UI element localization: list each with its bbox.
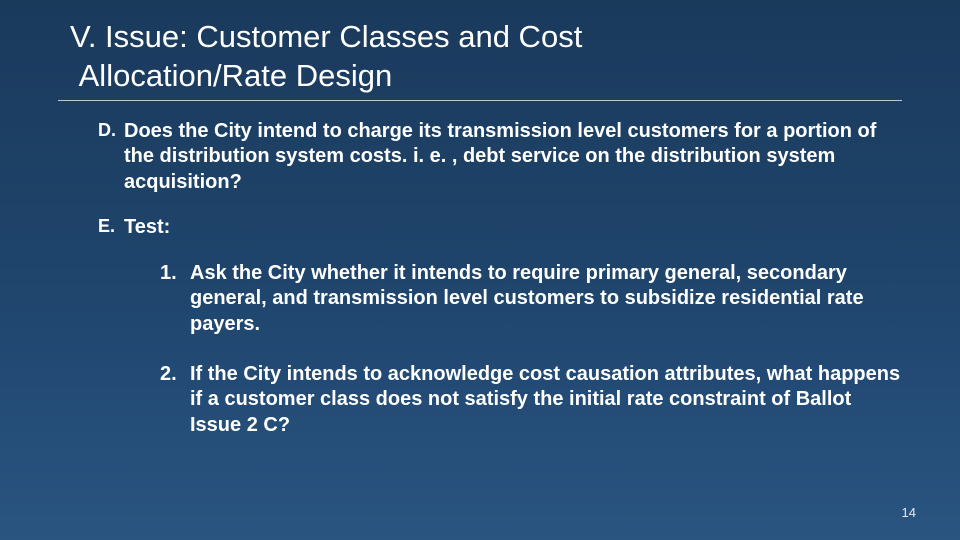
item-d-marker: D. (98, 119, 124, 196)
sub1-text: Ask the City whether it intends to requi… (190, 261, 902, 338)
item-e-marker: E. (98, 215, 124, 241)
sublist-item-1: 1. Ask the City whether it intends to re… (58, 261, 902, 338)
sub2-marker: 2. (160, 362, 190, 439)
title-line-1: V. Issue: Customer Classes and Cost (70, 19, 582, 54)
sub1-marker: 1. (160, 261, 190, 338)
item-d-text: Does the City intend to charge its trans… (124, 119, 902, 196)
sub2-text: If the City intends to acknowledge cost … (190, 362, 902, 439)
title-line-2: Allocation/Rate Design (79, 58, 393, 93)
slide-container: V. Issue: Customer Classes and Cost Allo… (0, 0, 960, 438)
list-item-e: E. Test: (58, 215, 902, 241)
item-e-text: Test: (124, 215, 170, 241)
page-number: 14 (902, 505, 916, 520)
sublist-item-2: 2. If the City intends to acknowledge co… (58, 362, 902, 439)
list-item-d: D. Does the City intend to charge its tr… (58, 119, 902, 196)
slide-title: V. Issue: Customer Classes and Cost Allo… (58, 18, 902, 101)
